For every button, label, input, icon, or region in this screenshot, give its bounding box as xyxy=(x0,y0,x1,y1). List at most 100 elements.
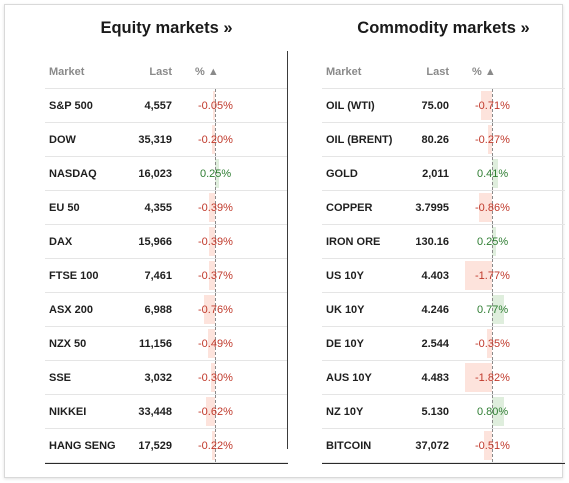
zero-line xyxy=(215,157,216,190)
equity-markets-title[interactable]: Equity markets » xyxy=(100,19,233,37)
table-row[interactable]: DE 10Y 2.544 -0.35% xyxy=(322,327,565,361)
table-row[interactable]: BITCOIN 37,072 -0.51% xyxy=(322,429,565,463)
zero-line xyxy=(215,361,216,394)
last-price: 4.483 xyxy=(421,372,449,384)
zero-line xyxy=(215,191,216,224)
panel-divider xyxy=(287,51,288,449)
percent-change: 0.80% xyxy=(477,406,509,418)
negative-change-bar xyxy=(486,329,492,358)
table-row[interactable]: IRON ORE 130.16 0.25% xyxy=(322,225,565,259)
table-row[interactable]: NIKKEI 33,448 -0.62% xyxy=(45,395,288,429)
percent-change: -0.71% xyxy=(475,100,510,112)
positive-change-bar xyxy=(492,295,504,324)
negative-change-bar xyxy=(209,227,215,256)
table-row[interactable]: EU 50 4,355 -0.39% xyxy=(45,191,288,225)
market-name: NZX 50 xyxy=(49,338,87,350)
market-name: HANG SENG xyxy=(49,440,116,452)
last-price: 4,355 xyxy=(144,202,172,214)
last-column-header[interactable]: Last xyxy=(149,66,172,78)
percent-change-column-header[interactable]: % ▲ xyxy=(195,66,219,78)
negative-change-bar xyxy=(481,91,492,120)
last-column-header[interactable]: Last xyxy=(426,66,449,78)
negative-change-bar xyxy=(484,431,492,460)
percent-change-column-header[interactable]: % ▲ xyxy=(472,66,496,78)
table-row[interactable]: DOW 35,319 -0.20% xyxy=(45,123,288,157)
table-row[interactable]: NASDAQ 16,023 0.25% xyxy=(45,157,288,191)
commodity-table-bottom-rule xyxy=(322,462,565,464)
last-price: 4.403 xyxy=(421,270,449,282)
zero-line xyxy=(215,225,216,258)
negative-change-bar xyxy=(207,329,215,358)
percent-change: -0.86% xyxy=(475,202,510,214)
last-price: 5.130 xyxy=(421,406,449,418)
zero-line xyxy=(492,293,493,326)
market-name: US 10Y xyxy=(326,270,364,282)
last-price: 33,448 xyxy=(138,406,172,418)
last-price: 15,966 xyxy=(138,236,172,248)
last-price: 130.16 xyxy=(415,236,449,248)
zero-line xyxy=(492,259,493,292)
market-name: EU 50 xyxy=(49,202,80,214)
percent-change: 0.25% xyxy=(200,168,232,180)
table-row[interactable]: AUS 10Y 4.483 -1.82% xyxy=(322,361,565,395)
market-column-header[interactable]: Market xyxy=(49,66,85,78)
table-row[interactable]: COPPER 3.7995 -0.86% xyxy=(322,191,565,225)
zero-line xyxy=(492,89,493,122)
last-price: 3.7995 xyxy=(415,202,449,214)
market-name: DAX xyxy=(49,236,73,248)
table-row[interactable]: NZ 10Y 5.130 0.80% xyxy=(322,395,565,429)
zero-line xyxy=(215,395,216,428)
percent-change: -0.39% xyxy=(198,202,233,214)
market-name: S&P 500 xyxy=(49,100,93,112)
table-row[interactable]: FTSE 100 7,461 -0.37% xyxy=(45,259,288,293)
table-row[interactable]: US 10Y 4.403 -1.77% xyxy=(322,259,565,293)
last-price: 6,988 xyxy=(144,304,172,316)
zero-line xyxy=(215,89,216,122)
last-price: 2,011 xyxy=(422,168,449,180)
table-row[interactable]: GOLD 2,011 0.41% xyxy=(322,157,565,191)
commodity-panel: Commodity markets » Market Last % ▲ OIL … xyxy=(322,5,565,464)
commodity-table-header: Market Last % ▲ xyxy=(322,55,565,89)
zero-line xyxy=(492,395,493,428)
market-name: SSE xyxy=(49,372,72,384)
zero-line xyxy=(492,123,493,156)
table-row[interactable]: ASX 200 6,988 -0.76% xyxy=(45,293,288,327)
last-price: 37,072 xyxy=(415,440,449,452)
last-price: 3,032 xyxy=(144,372,172,384)
negative-change-bar xyxy=(205,397,215,426)
percent-change: -0.37% xyxy=(198,270,233,282)
market-name: BITCOIN xyxy=(326,440,372,452)
market-name: OIL (BRENT) xyxy=(326,134,393,146)
percent-change: -0.49% xyxy=(198,338,233,350)
table-row[interactable]: SSE 3,032 -0.30% xyxy=(45,361,288,395)
last-price: 11,156 xyxy=(138,338,172,350)
table-row[interactable]: OIL (WTI) 75.00 -0.71% xyxy=(322,89,565,123)
positive-change-bar xyxy=(215,159,219,188)
negative-change-bar xyxy=(203,295,215,324)
table-row[interactable]: DAX 15,966 -0.39% xyxy=(45,225,288,259)
table-row[interactable]: S&P 500 4,557 -0.05% xyxy=(45,89,288,123)
market-column-header[interactable]: Market xyxy=(326,66,362,78)
table-row[interactable]: OIL (BRENT) 80.26 -0.27% xyxy=(322,123,565,157)
percent-change: -0.20% xyxy=(198,134,233,146)
market-name: NASDAQ xyxy=(49,168,97,180)
table-row[interactable]: UK 10Y 4.246 0.77% xyxy=(322,293,565,327)
table-row[interactable]: HANG SENG 17,529 -0.22% xyxy=(45,429,288,463)
negative-change-bar xyxy=(479,193,492,222)
last-price: 4,557 xyxy=(144,100,172,112)
market-name: AUS 10Y xyxy=(326,372,372,384)
positive-change-bar xyxy=(492,397,504,426)
percent-change: -0.27% xyxy=(475,134,510,146)
table-row[interactable]: NZX 50 11,156 -0.49% xyxy=(45,327,288,361)
negative-change-bar xyxy=(487,125,492,154)
last-price: 17,529 xyxy=(138,440,172,452)
commodity-markets-title[interactable]: Commodity markets » xyxy=(357,19,530,37)
equity-table-header: Market Last % ▲ xyxy=(45,55,288,89)
equity-table-body: S&P 500 4,557 -0.05% DOW 35,319 -0.20% NASDAQ 1… xyxy=(45,89,288,463)
equity-table-bottom-rule xyxy=(45,462,288,464)
market-name: DE 10Y xyxy=(326,338,364,350)
zero-line xyxy=(492,157,493,190)
equity-panel: Equity markets » Market Last % ▲ S&P 500… xyxy=(45,5,288,464)
last-price: 35,319 xyxy=(138,134,172,146)
percent-change: -0.22% xyxy=(198,440,233,452)
